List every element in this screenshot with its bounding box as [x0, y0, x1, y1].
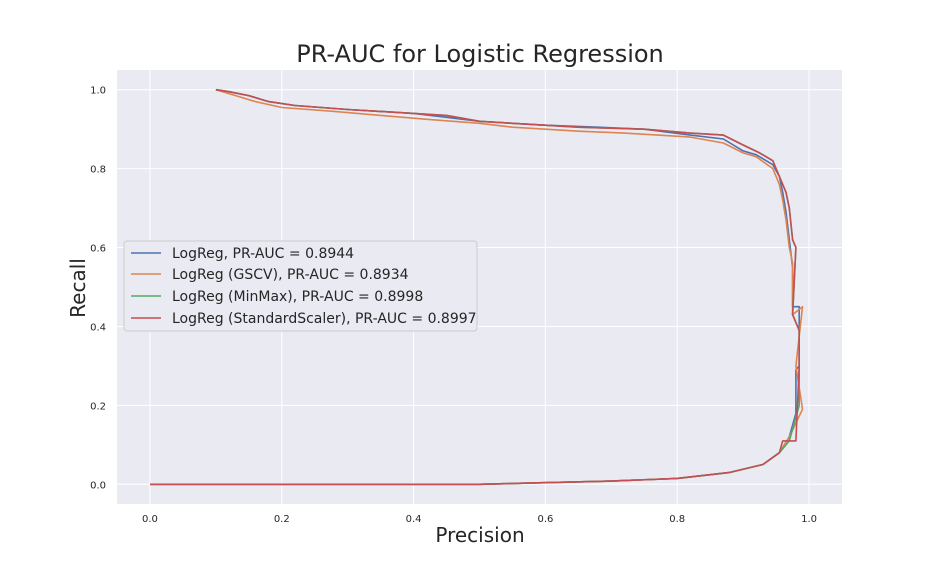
legend-label-0: LogReg, PR-AUC = 0.8944	[172, 246, 354, 262]
series-line-3	[150, 88, 801, 486]
y-tick-label: 0.0	[90, 480, 106, 491]
x-tick-label: 0.6	[537, 514, 553, 525]
x-tick-label: 0.8	[669, 514, 685, 525]
chart-title: PR-AUC for Logistic Regression	[296, 40, 664, 68]
y-tick-label: 0.4	[90, 322, 106, 333]
y-tick-label: 1.0	[90, 86, 106, 97]
y-tick-label: 0.2	[90, 401, 106, 412]
y-axis-label: Recall	[66, 258, 90, 318]
x-axis-label: Precision	[435, 523, 524, 547]
legend: LogReg, PR-AUC = 0.8944 LogReg (GSCV), P…	[123, 240, 478, 332]
series-layer	[150, 88, 804, 486]
x-tick-label: 1.0	[801, 514, 817, 525]
legend-label-2: LogReg (MinMax), PR-AUC = 0.8998	[172, 289, 423, 305]
x-tick-label: 0.2	[274, 514, 290, 525]
y-tick-label: 0.6	[90, 244, 106, 255]
legend-label-3: LogReg (StandardScaler), PR-AUC = 0.8997	[172, 311, 477, 327]
x-tick-label: 0.0	[142, 514, 158, 525]
legend-label-1: LogReg (GSCV), PR-AUC = 0.8934	[172, 267, 409, 283]
x-tick-label: 0.4	[406, 514, 422, 525]
legend-box	[123, 240, 478, 332]
y-tick-label: 0.8	[90, 165, 106, 176]
ticks: 0.0 0.2 0.4 0.6 0.8 1.0 0.0 0.2 0.4 0.6 0.8 1.0	[90, 86, 817, 525]
